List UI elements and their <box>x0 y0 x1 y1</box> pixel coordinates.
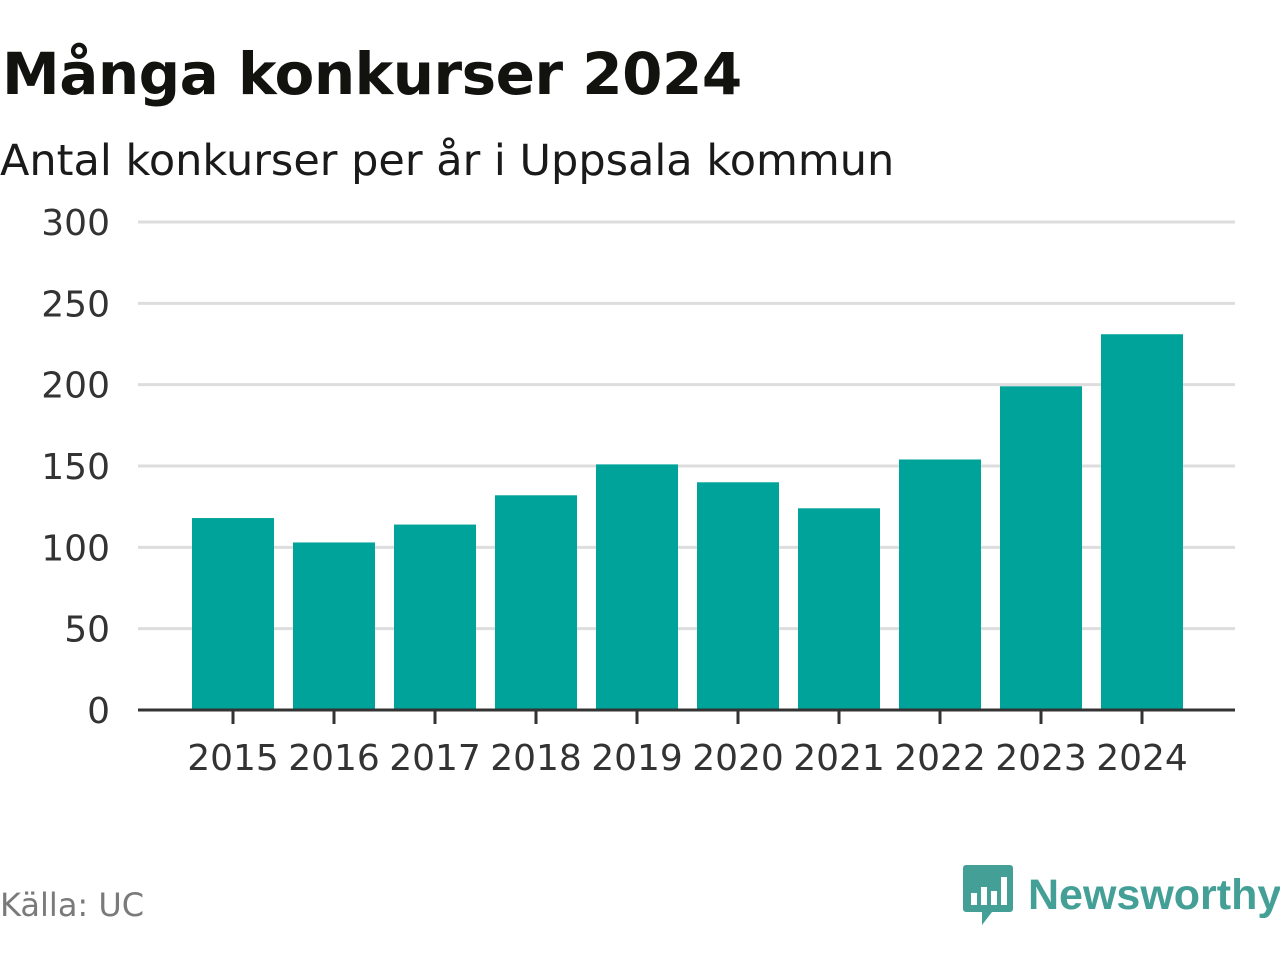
bar-2019 <box>596 464 678 710</box>
x-tick-label: 2022 <box>894 738 986 779</box>
bar-2020 <box>697 482 779 710</box>
y-tick-label: 250 <box>41 284 110 325</box>
bar-2017 <box>394 524 476 710</box>
x-tick-label: 2020 <box>692 738 784 779</box>
chart-title: Många konkurser 2024 <box>2 40 742 108</box>
newsworthy-logo-icon <box>963 865 1013 925</box>
x-tick-label: 2019 <box>591 738 683 779</box>
bar-2018 <box>495 495 577 710</box>
bar-2021 <box>798 508 880 710</box>
chart-subtitle: Antal konkurser per år i Uppsala kommun <box>0 136 895 186</box>
y-tick-label: 100 <box>41 528 110 569</box>
bar-2023 <box>1000 386 1082 710</box>
y-axis-ticks: 0 50 100 150 200 250 300 <box>41 203 110 732</box>
x-tick-label: 2024 <box>1096 738 1188 779</box>
bar-2016 <box>293 542 375 710</box>
bars <box>192 334 1183 710</box>
x-tick-label: 2018 <box>490 738 582 779</box>
y-tick-label: 300 <box>41 203 110 244</box>
y-tick-label: 200 <box>41 366 110 407</box>
bar-2022 <box>899 459 981 710</box>
bar-2024 <box>1101 334 1183 710</box>
bar-2015 <box>192 518 274 710</box>
x-tick-label: 2015 <box>187 738 279 779</box>
brand-logo: Newsworthy <box>962 862 1280 928</box>
y-tick-label: 150 <box>41 447 110 488</box>
y-tick-label: 50 <box>64 610 110 651</box>
source-note: Källa: UC <box>0 886 145 924</box>
x-tick-label: 2016 <box>288 738 380 779</box>
x-tick-label: 2017 <box>389 738 481 779</box>
x-tick-label: 2021 <box>793 738 885 779</box>
x-axis: 2015 2016 2017 2018 2019 2020 2021 2022 2023 2024 <box>138 708 1235 779</box>
x-tick-label: 2023 <box>995 738 1087 779</box>
brand-name: Newsworthy <box>1028 870 1280 919</box>
y-tick-label: 0 <box>87 691 110 732</box>
